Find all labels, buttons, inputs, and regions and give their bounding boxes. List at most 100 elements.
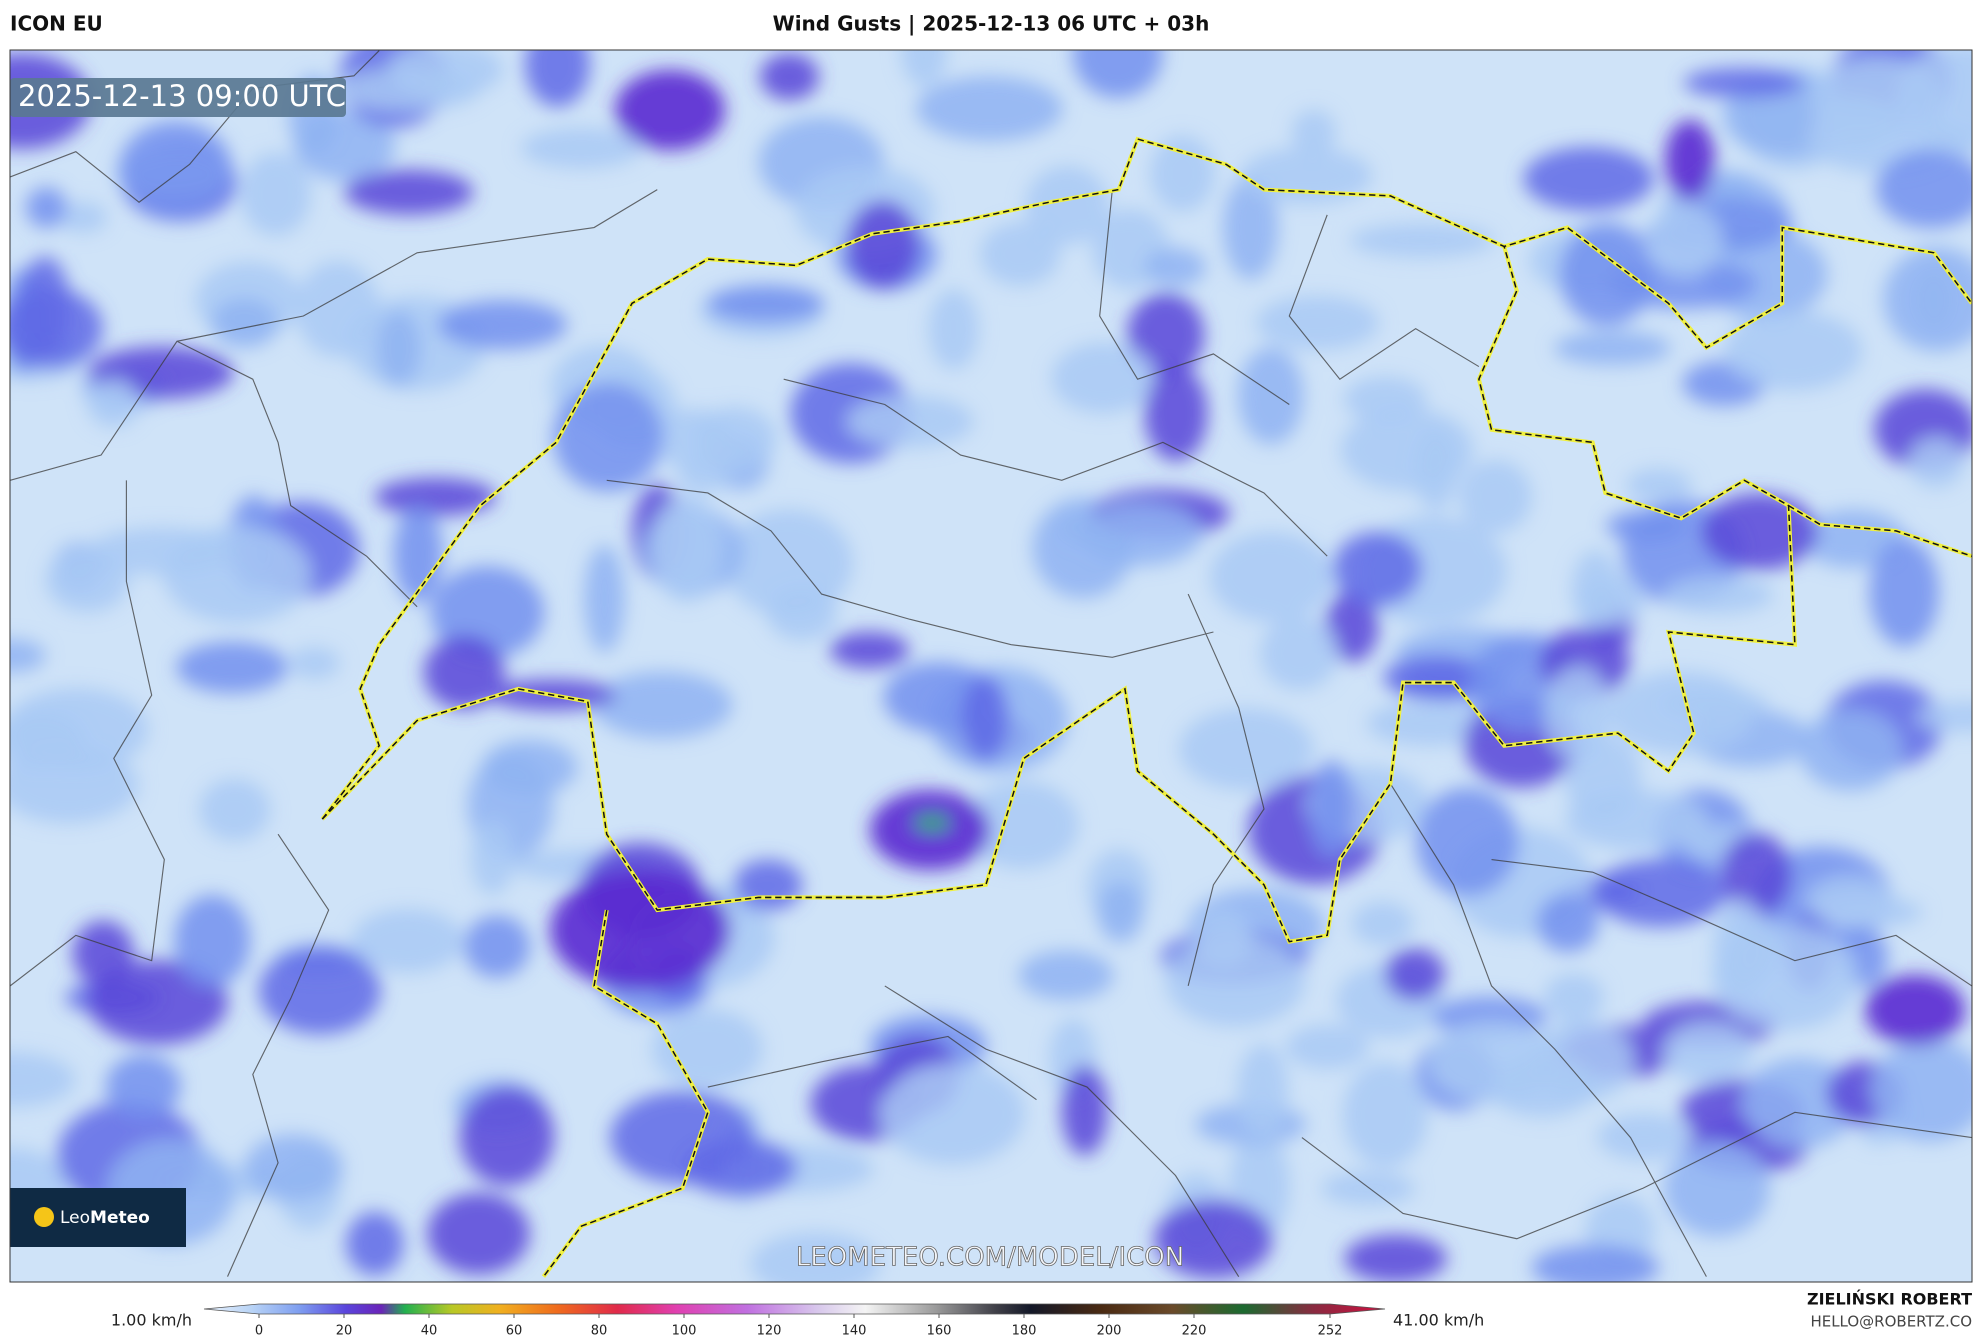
wind-patch (682, 1139, 797, 1197)
wind-patch (423, 635, 505, 710)
colorbar-tick-label: 60 (506, 1324, 523, 1338)
wind-patch (1343, 376, 1427, 423)
wind-patch (1342, 1061, 1428, 1168)
wind-patch (1741, 1057, 1858, 1148)
wind-patch (1325, 590, 1379, 662)
wind-patch (1799, 709, 1903, 791)
colorbar-tick-label: 160 (927, 1324, 952, 1338)
wind-patch (376, 310, 422, 386)
author: ZIELIŃSKI ROBERT (1807, 1290, 1972, 1309)
wind-patch (351, 908, 465, 973)
wind-patch (57, 202, 108, 233)
wind-patch (1194, 910, 1252, 968)
wind-patch (1663, 576, 1774, 614)
wind-patch (258, 946, 381, 1035)
wind-patch (1554, 330, 1671, 366)
wind-patch (10, 746, 139, 824)
wind-patch (1683, 67, 1804, 98)
wind-patch (346, 1211, 404, 1276)
wind-patch (296, 260, 380, 358)
wind-patch (1051, 342, 1155, 414)
wind-patch (1427, 1020, 1561, 1104)
wind-patch (1209, 531, 1333, 622)
wind-patch (1061, 1065, 1108, 1156)
wind-patch (651, 494, 723, 602)
wind-patch (1871, 1039, 1972, 1142)
wind-patch (427, 1192, 530, 1275)
wind-patch (10, 1051, 76, 1108)
wind-patch (964, 780, 1079, 869)
wind-patch (584, 545, 625, 653)
wind-patch (1544, 665, 1611, 760)
wind-patch (1531, 1244, 1660, 1282)
wind-patch (1413, 427, 1458, 511)
colorbar-bar (203, 1303, 1386, 1315)
wind-field (10, 50, 1972, 1282)
wind-patch (1255, 295, 1380, 351)
wind-patch (1625, 468, 1693, 503)
wind-patch (25, 187, 68, 229)
wind-patch (1645, 205, 1724, 277)
wind-patch (553, 382, 664, 492)
wind-patch (1321, 1171, 1416, 1206)
wind-patch (176, 641, 288, 694)
wind-patch (879, 1062, 1026, 1165)
wind-patch (1349, 223, 1495, 258)
wind-patch (1664, 1141, 1770, 1237)
colorbar-tick-label: 0 (255, 1324, 263, 1338)
wind-patch (759, 53, 819, 101)
wind-patch (1720, 832, 1792, 917)
model-name: ICON EU (10, 12, 103, 36)
colorbar-tick-label: 120 (757, 1324, 782, 1338)
wind-patch (1127, 292, 1205, 378)
wind-patch (1665, 120, 1715, 200)
colorbar: 0 20 40 60 80 100 120 140 160 180 200 220 252 (203, 1303, 1386, 1339)
colorbar-tick-label: 100 (672, 1324, 697, 1338)
wind-patch (374, 477, 497, 516)
wind-patch (1097, 881, 1144, 943)
wind-patch (914, 816, 950, 830)
wind-patch (1383, 655, 1489, 700)
logo-prefix: Leo (60, 1208, 90, 1228)
wind-patch (244, 1134, 344, 1202)
wind-patch (1810, 57, 1944, 138)
colorbar-tick-label: 220 (1182, 1324, 1207, 1338)
wind-patch (900, 50, 948, 87)
wind-patch (1144, 365, 1208, 462)
wind-patch (87, 378, 140, 428)
wind-patch (1260, 616, 1339, 691)
email: HELLO@ROBERTZ.CO (1810, 1313, 1972, 1331)
wind-patch (1291, 109, 1337, 155)
wind-patch (105, 1054, 181, 1119)
wind-patch (1165, 935, 1306, 1027)
wind-patch (10, 638, 46, 673)
wind-patch (1876, 149, 1972, 228)
wind-patch (1309, 760, 1354, 857)
wind-patch (1285, 1024, 1370, 1070)
wind-patch (211, 298, 278, 348)
wind-patch (288, 647, 340, 679)
wind-patch (470, 820, 515, 896)
time-badge (10, 78, 346, 117)
wind-patch (829, 631, 910, 669)
wind-patch (615, 70, 725, 150)
map-title: Wind Gusts | 2025-12-13 06 UTC + 03h (773, 12, 1210, 36)
wind-patch (72, 920, 134, 987)
wind-patch (524, 50, 591, 107)
wind-patch (1597, 1113, 1692, 1161)
wind-patch (1662, 1021, 1754, 1083)
wind-patch (437, 300, 568, 350)
wind-patch (481, 739, 578, 796)
colorbar-min-label: 1.00 km/h (111, 1311, 192, 1330)
wind-patch (733, 859, 803, 911)
wind-patch (430, 566, 545, 659)
wind-patch (344, 169, 474, 215)
wind-patch (45, 548, 130, 613)
wind-patch (1459, 459, 1532, 534)
wind-patch (1530, 1020, 1634, 1102)
wind-patch (198, 778, 271, 842)
wind-patch (1238, 347, 1304, 445)
wind-patch (174, 894, 251, 987)
wind-patch (1154, 1200, 1273, 1279)
